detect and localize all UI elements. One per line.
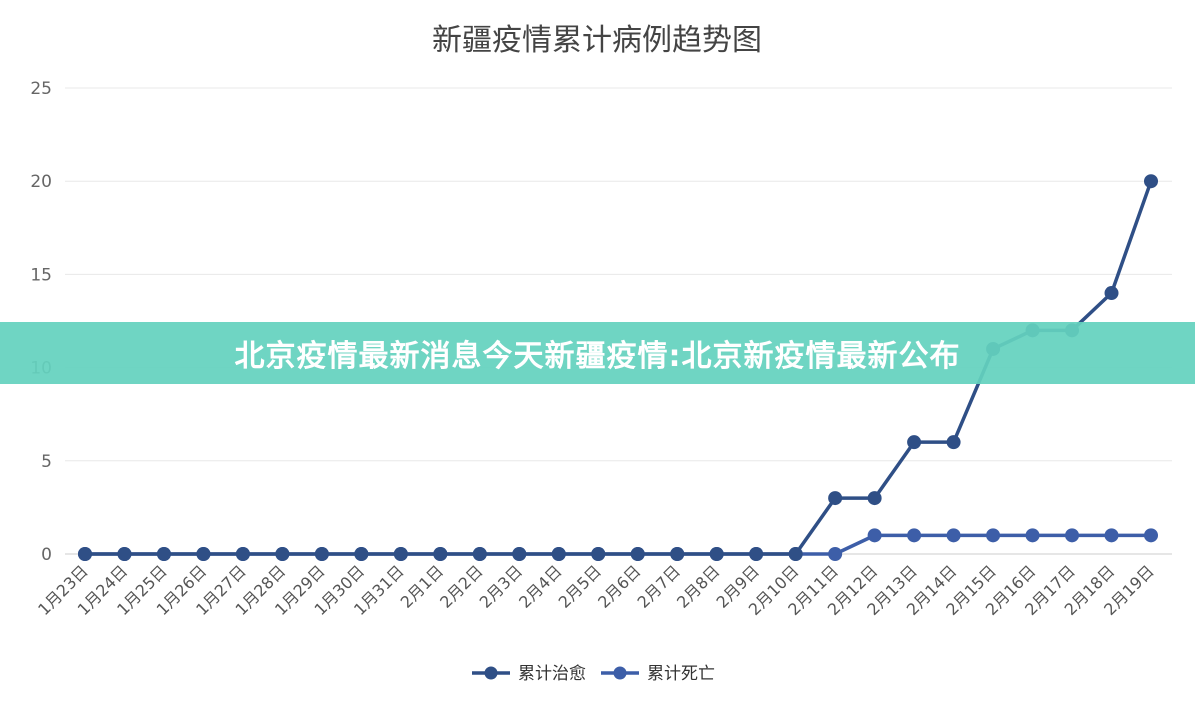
data-point[interactable] [591, 547, 606, 561]
y-tick-label: 5 [41, 452, 52, 472]
data-point[interactable] [709, 547, 724, 561]
data-point[interactable] [78, 547, 92, 561]
data-point[interactable] [156, 547, 171, 561]
data-point[interactable] [749, 547, 764, 561]
x-tick-label: 2月4日 [515, 561, 565, 611]
x-tick-label: 2月8日 [673, 561, 723, 611]
data-point[interactable] [1104, 286, 1119, 301]
data-point[interactable] [433, 547, 448, 561]
data-point[interactable] [354, 547, 369, 561]
data-point[interactable] [670, 547, 685, 561]
x-tick-label: 2月7日 [634, 561, 684, 611]
data-point[interactable] [828, 547, 843, 561]
data-point[interactable] [393, 547, 408, 561]
x-tick-label: 2月3日 [476, 561, 526, 611]
chart-title: 新疆疫情累计病例趋势图 [432, 23, 762, 58]
data-point[interactable] [1065, 528, 1080, 543]
legend-swatch-marker [484, 666, 498, 680]
data-point[interactable] [117, 547, 132, 561]
legend-label: 累计治愈 [518, 664, 586, 684]
series-layer [78, 174, 1158, 561]
data-point[interactable] [867, 528, 882, 543]
headline-text: 北京疫情最新消息今天新疆疫情:北京新疫情最新公布 [234, 339, 961, 374]
data-point[interactable] [314, 547, 329, 561]
data-point[interactable] [551, 547, 566, 561]
x-tick-label: 2月5日 [555, 561, 605, 611]
data-point[interactable] [907, 435, 922, 450]
legend-item-2[interactable]: 累计死亡 [601, 664, 715, 684]
series-line [85, 180, 1153, 556]
y-tick-label: 20 [30, 172, 52, 192]
data-point[interactable] [1144, 174, 1158, 189]
data-point[interactable] [986, 528, 1001, 543]
data-point[interactable] [196, 547, 211, 561]
x-axis: 1月23日1月24日1月25日1月26日1月27日1月28日1月29日1月30日… [34, 561, 1158, 619]
data-point[interactable] [946, 435, 961, 450]
legend-label: 累计死亡 [647, 664, 715, 684]
headline-banner: 北京疫情最新消息今天新疆疫情:北京新疫情最新公布 [0, 322, 1195, 384]
x-tick-label: 2月1日 [397, 561, 447, 611]
data-point[interactable] [828, 491, 843, 506]
data-point[interactable] [907, 528, 922, 543]
x-tick-label: 2月2日 [436, 561, 486, 611]
data-point[interactable] [235, 547, 250, 561]
data-point[interactable] [472, 547, 487, 561]
x-tick-label: 2月6日 [594, 561, 644, 611]
data-point[interactable] [1144, 528, 1158, 543]
y-tick-label: 15 [30, 265, 52, 285]
data-point[interactable] [1104, 528, 1119, 543]
grid [65, 87, 1172, 555]
legend-item-1[interactable]: 累计治愈 [472, 664, 586, 684]
data-point[interactable] [1025, 528, 1040, 543]
legend[interactable]: 累计治愈 累计死亡 [472, 664, 715, 684]
data-point[interactable] [630, 547, 645, 561]
data-point[interactable] [946, 528, 961, 543]
y-tick-label: 0 [41, 545, 52, 565]
data-point[interactable] [512, 547, 527, 561]
data-point[interactable] [788, 547, 803, 561]
y-tick-label: 25 [30, 79, 52, 99]
legend-swatch-marker [613, 666, 627, 680]
data-point[interactable] [867, 491, 882, 506]
data-point[interactable] [275, 547, 290, 561]
